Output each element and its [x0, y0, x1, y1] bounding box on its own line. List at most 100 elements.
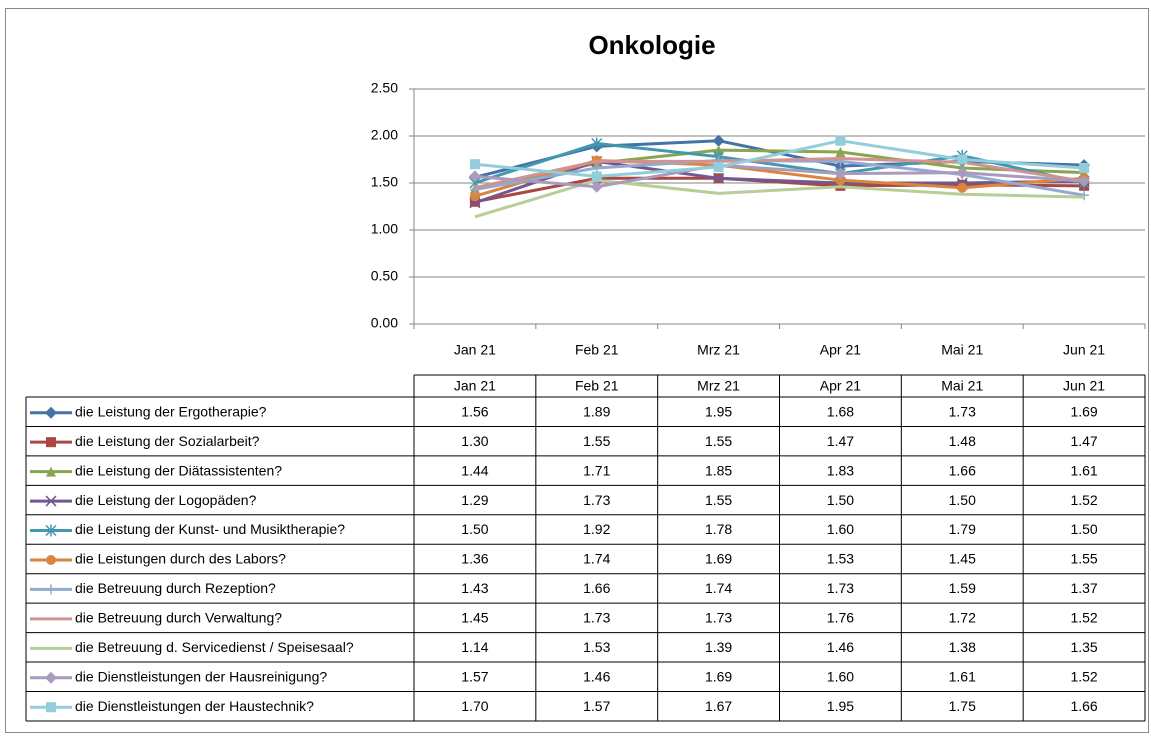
table-cell: 1.39 — [705, 639, 732, 655]
table-cell: 1.37 — [1070, 580, 1097, 596]
marker — [46, 437, 56, 448]
table-cell: 1.46 — [583, 668, 610, 684]
marker — [1078, 175, 1091, 188]
legend-label: die Leistung der Logopäden? — [75, 492, 257, 508]
table-cell: 1.95 — [705, 403, 732, 419]
table-cell: 1.74 — [583, 551, 610, 567]
legend-label: die Dienstleistungen der Haustechnik? — [75, 698, 314, 714]
legend-label: die Betreuung d. Servicedienst / Speises… — [75, 639, 354, 655]
marker — [1079, 162, 1090, 173]
table-cell: 1.78 — [705, 521, 732, 537]
marker — [591, 137, 603, 150]
marker — [46, 584, 56, 595]
table-cell: 1.55 — [583, 433, 610, 449]
table-cell: 1.76 — [827, 610, 854, 626]
y-tick-label: 0.00 — [371, 315, 398, 331]
table-cell: 1.55 — [1070, 551, 1097, 567]
table-cell: 1.47 — [827, 433, 854, 449]
table-cell: 1.66 — [1070, 698, 1097, 714]
x-tick-label: Jun 21 — [1063, 342, 1105, 358]
table-header: Feb 21 — [575, 378, 619, 394]
table-cell: 1.35 — [1070, 639, 1097, 655]
table-cell: 1.57 — [583, 698, 610, 714]
table-header: Apr 21 — [820, 378, 861, 394]
table-cell: 1.75 — [949, 698, 976, 714]
x-tick-label: Feb 21 — [575, 342, 619, 358]
table-cell: 1.45 — [461, 610, 488, 626]
table-cell: 1.44 — [461, 462, 488, 478]
table-header: Jan 21 — [454, 378, 496, 394]
table-cell: 1.73 — [583, 492, 610, 508]
table-cell: 1.71 — [583, 462, 610, 478]
marker — [956, 166, 969, 179]
y-tick-label: 2.00 — [371, 127, 398, 143]
table-cell: 1.70 — [461, 698, 488, 714]
legend-label: die Leistungen durch des Labors? — [75, 551, 286, 567]
marker — [712, 134, 725, 147]
table-cell: 1.56 — [461, 403, 488, 419]
table-cell: 1.83 — [827, 462, 854, 478]
marker — [835, 135, 846, 146]
table-cell: 1.47 — [1070, 433, 1097, 449]
table-cell: 1.66 — [583, 580, 610, 596]
legend-label: die Leistung der Kunst- und Musiktherapi… — [75, 521, 345, 537]
marker — [713, 162, 724, 173]
table-cell: 1.52 — [1070, 668, 1097, 684]
marker — [590, 180, 603, 193]
marker — [957, 154, 968, 165]
marker — [469, 191, 480, 202]
table-cell: 1.50 — [827, 492, 854, 508]
legend-label: die Dienstleistungen der Hausreinigung? — [75, 668, 327, 684]
legend-label: die Leistung der Sozialarbeit? — [75, 433, 260, 449]
data-table: Jan 21 Feb 21 Mrz 21 Apr 21 Mai 21 Jun 21 die … — [25, 374, 1146, 722]
chart-title: Onkologie — [588, 30, 715, 60]
marker — [468, 170, 481, 183]
y-tick-label: 1.50 — [371, 174, 398, 190]
table-cell: 1.14 — [461, 639, 488, 655]
series-line — [474, 157, 1085, 190]
legend-label: die Leistung der Ergotherapie? — [75, 403, 267, 419]
table-cell: 1.61 — [949, 668, 976, 684]
series-line — [474, 159, 1085, 205]
table-cell: 1.69 — [705, 551, 732, 567]
x-tick-label: Apr 21 — [820, 342, 861, 358]
table-cell: 1.69 — [705, 668, 732, 684]
y-tick-label: 1.00 — [371, 221, 398, 237]
table-cell: 1.46 — [827, 639, 854, 655]
table-cell: 1.68 — [827, 403, 854, 419]
table-cell: 1.55 — [705, 492, 732, 508]
marker — [835, 175, 846, 186]
table-cell: 1.67 — [705, 698, 732, 714]
marker — [1079, 190, 1090, 201]
table-cell: 1.73 — [583, 610, 610, 626]
table-cell: 1.69 — [1070, 403, 1097, 419]
marker — [46, 702, 56, 713]
marker — [713, 145, 724, 156]
marker — [834, 167, 847, 180]
table-cell: 1.29 — [461, 492, 488, 508]
series-line — [474, 139, 1085, 178]
chart-border — [5, 8, 1149, 733]
table-cell: 1.50 — [949, 492, 976, 508]
table-header: Jun 21 — [1063, 378, 1105, 394]
table-header: Mrz 21 — [697, 378, 740, 394]
marker — [469, 159, 480, 170]
table-cell: 1.66 — [949, 462, 976, 478]
x-tick-label: Jan 21 — [454, 342, 496, 358]
table-cell: 1.59 — [949, 580, 976, 596]
table-cell: 1.45 — [949, 551, 976, 567]
table-cell: 1.60 — [827, 668, 854, 684]
y-tick-label: 2.50 — [371, 80, 398, 96]
marker — [591, 171, 602, 182]
table-cell: 1.57 — [461, 668, 488, 684]
marker — [45, 671, 57, 684]
table-cell: 1.73 — [705, 610, 732, 626]
table-cell: 1.52 — [1070, 610, 1097, 626]
marker — [45, 524, 57, 537]
table-cell: 1.73 — [827, 580, 854, 596]
marker — [713, 172, 725, 184]
table-cell: 1.85 — [705, 462, 732, 478]
table-cell: 1.43 — [461, 580, 488, 596]
